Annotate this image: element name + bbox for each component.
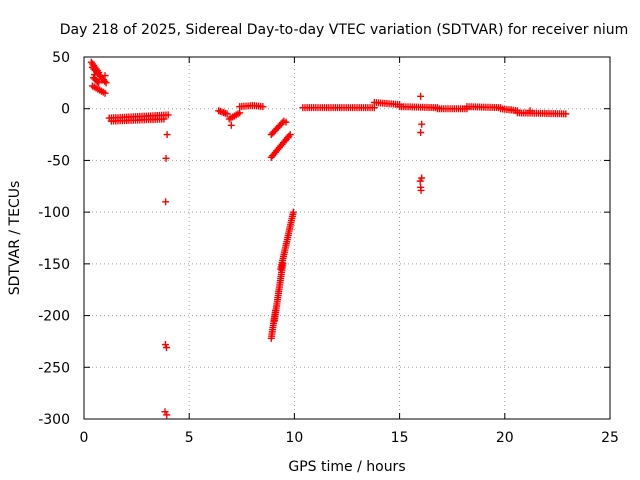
x-tick-label: 20 xyxy=(496,430,514,446)
data-point xyxy=(223,110,231,118)
data-point xyxy=(526,107,534,115)
y-axis-title: SDTVAR / TECUs xyxy=(7,181,23,296)
tick-layer: 0 5 10 15 20 25 -300 -250 -200 -150 -100 -50 0 50 xyxy=(38,50,619,446)
data-point xyxy=(416,177,424,185)
data-point xyxy=(417,186,425,194)
data-point xyxy=(279,260,287,268)
data-point xyxy=(164,111,172,119)
data-point xyxy=(282,118,290,126)
x-axis-title: GPS time / hours xyxy=(288,459,405,475)
data-point xyxy=(289,208,297,216)
data-point xyxy=(163,411,171,419)
x-tick-label: 5 xyxy=(185,430,194,446)
data-point xyxy=(418,174,426,182)
data-points-layer xyxy=(87,58,570,419)
x-tick-label: 0 xyxy=(80,430,89,446)
y-tick-label: -300 xyxy=(38,412,70,428)
data-point xyxy=(417,92,425,100)
data-point xyxy=(507,106,515,114)
data-point xyxy=(98,76,106,84)
data-point xyxy=(259,103,267,111)
data-point xyxy=(160,115,168,123)
x-tick-label: 25 xyxy=(601,430,619,446)
data-point xyxy=(417,129,425,137)
y-tick-label: -150 xyxy=(38,257,70,273)
data-point xyxy=(93,78,101,86)
y-tick-label: -200 xyxy=(38,309,70,325)
chart-title: Day 218 of 2025, Sidereal Day-to-day VTE… xyxy=(60,22,629,38)
data-point xyxy=(102,79,110,87)
data-point xyxy=(161,341,169,349)
data-point xyxy=(227,121,235,129)
data-point xyxy=(91,71,99,79)
data-point xyxy=(285,132,293,140)
y-tick-label: 0 xyxy=(61,102,70,118)
y-tick-label: -250 xyxy=(38,360,70,376)
data-point xyxy=(101,72,109,80)
data-point xyxy=(418,120,426,128)
data-point xyxy=(95,79,103,87)
data-point xyxy=(101,89,109,97)
data-point xyxy=(284,134,292,142)
data-point xyxy=(162,154,170,162)
data-point xyxy=(562,110,570,118)
x-tick-label: 10 xyxy=(285,430,303,446)
grid-layer xyxy=(84,57,610,419)
data-point xyxy=(236,109,244,117)
data-point xyxy=(162,344,170,352)
x-tick-label: 15 xyxy=(391,430,409,446)
y-tick-label: -100 xyxy=(38,205,70,221)
data-point xyxy=(162,198,170,206)
data-point xyxy=(271,306,279,314)
data-point xyxy=(163,131,171,139)
y-tick-label: -50 xyxy=(47,153,70,169)
plot-frame xyxy=(83,56,611,420)
y-tick-label: 50 xyxy=(52,50,70,66)
